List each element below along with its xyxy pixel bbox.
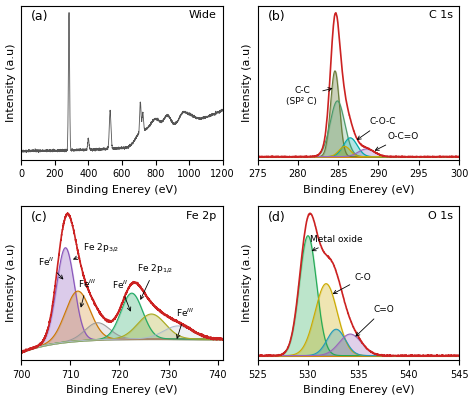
- Y-axis label: Intensity (a.u): Intensity (a.u): [242, 244, 252, 322]
- Text: C=O: C=O: [356, 305, 394, 336]
- Text: C-O: C-O: [333, 273, 372, 294]
- Text: Fe$^{III}$: Fe$^{III}$: [176, 306, 194, 338]
- X-axis label: Binding Enerey (eV): Binding Enerey (eV): [302, 185, 414, 195]
- Text: Fe$^{II}$: Fe$^{II}$: [38, 255, 63, 279]
- Text: Fe 2p$_{3/2}$: Fe 2p$_{3/2}$: [73, 241, 119, 259]
- Text: (a): (a): [31, 10, 49, 23]
- Text: O-C=O: O-C=O: [375, 132, 419, 150]
- X-axis label: Binding Enerey (eV): Binding Enerey (eV): [66, 385, 178, 395]
- Y-axis label: Intensity (a.u): Intensity (a.u): [6, 43, 16, 122]
- Text: (c): (c): [31, 211, 48, 224]
- X-axis label: Binding Enerey (eV): Binding Enerey (eV): [66, 185, 178, 195]
- Text: Wide: Wide: [189, 10, 217, 20]
- Text: (b): (b): [268, 10, 285, 23]
- Text: Fe 2p: Fe 2p: [186, 211, 217, 221]
- Text: O 1s: O 1s: [428, 211, 453, 221]
- Text: C-C
(SP² C): C-C (SP² C): [286, 87, 332, 106]
- X-axis label: Binding Enerey (eV): Binding Enerey (eV): [302, 385, 414, 395]
- Y-axis label: Intensity (a.u): Intensity (a.u): [6, 244, 16, 322]
- Text: C 1s: C 1s: [429, 10, 453, 20]
- Text: Fe$^{III}$: Fe$^{III}$: [78, 278, 96, 307]
- Text: C-O-C: C-O-C: [357, 117, 396, 140]
- Text: Fe 2p$_{1/2}$: Fe 2p$_{1/2}$: [137, 262, 173, 299]
- Text: (d): (d): [268, 211, 285, 224]
- Y-axis label: Intensity (a.u): Intensity (a.u): [242, 43, 252, 122]
- Text: Metal oxide: Metal oxide: [310, 235, 363, 251]
- Text: Fe$^{II}$: Fe$^{II}$: [112, 279, 131, 311]
